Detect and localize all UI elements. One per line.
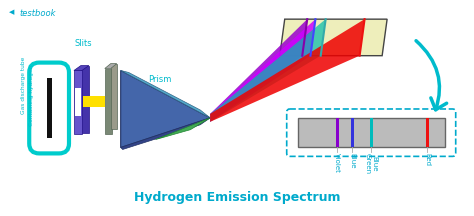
Bar [81, 65, 89, 133]
Text: Prism: Prism [148, 75, 172, 84]
Polygon shape [121, 70, 210, 118]
Text: Hydrogen Emission Spectrum: Hydrogen Emission Spectrum [134, 191, 340, 204]
Polygon shape [155, 118, 210, 140]
Polygon shape [280, 19, 387, 56]
Polygon shape [210, 19, 307, 122]
Text: Red: Red [424, 153, 430, 166]
Bar [370, 118, 373, 148]
Polygon shape [121, 118, 210, 149]
Bar [351, 118, 354, 148]
Bar [336, 118, 339, 148]
Bar [46, 78, 52, 138]
Polygon shape [74, 65, 89, 70]
Text: Containing hydrogen: Containing hydrogen [29, 65, 34, 126]
Bar [426, 118, 428, 148]
Bar [75, 88, 81, 116]
Polygon shape [210, 19, 315, 122]
Polygon shape [105, 64, 117, 68]
FancyBboxPatch shape [29, 63, 69, 153]
Text: testbook: testbook [19, 9, 56, 18]
Polygon shape [210, 19, 326, 122]
Polygon shape [83, 96, 105, 107]
Bar [74, 70, 82, 134]
Text: Slits: Slits [74, 39, 92, 48]
Polygon shape [121, 70, 210, 148]
Text: Blue
Green: Blue Green [365, 153, 378, 175]
Bar [298, 118, 445, 148]
Text: ◀: ◀ [9, 9, 15, 15]
Bar [111, 64, 117, 129]
Text: Violet: Violet [334, 153, 340, 173]
FancyArrowPatch shape [416, 41, 447, 110]
Bar [105, 68, 112, 134]
Polygon shape [210, 19, 365, 122]
Text: Blue: Blue [349, 153, 355, 169]
Text: Gas discharge tube: Gas discharge tube [21, 57, 26, 114]
